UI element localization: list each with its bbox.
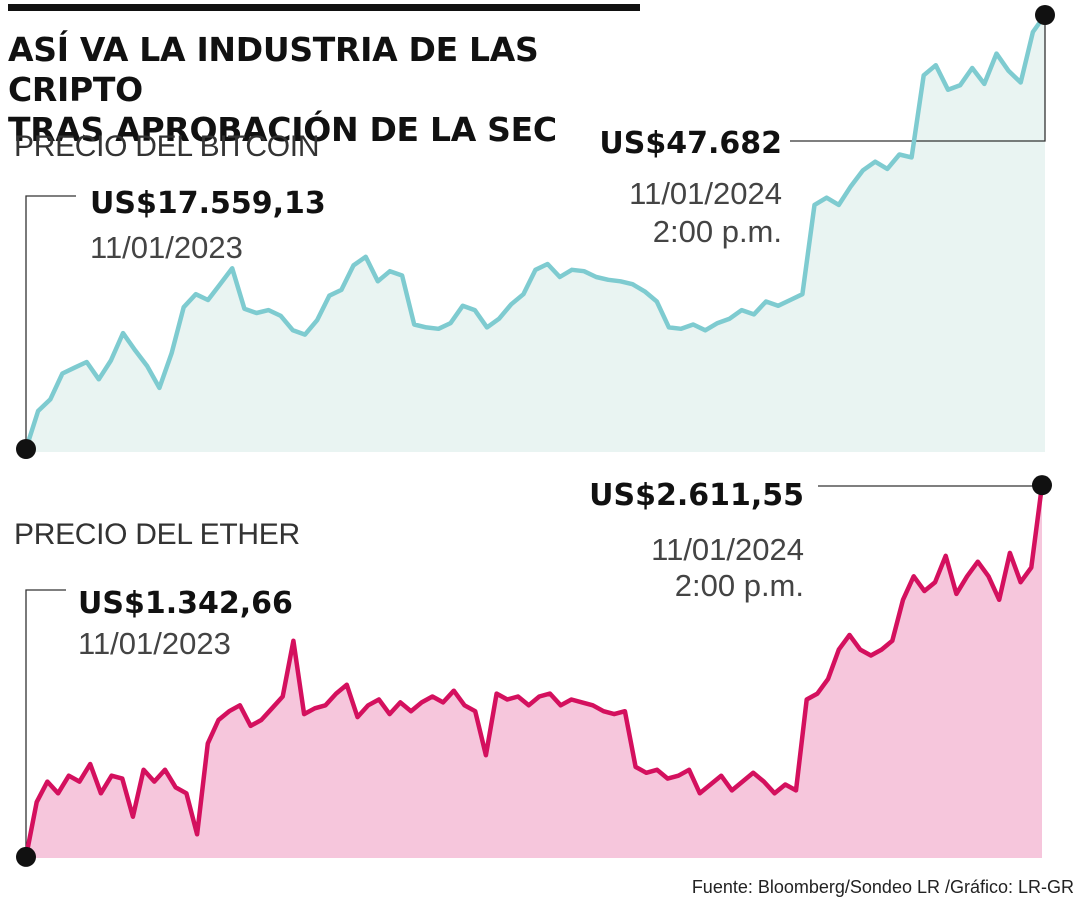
bitcoin-start-value: US$17.559,13: [90, 186, 326, 221]
ether-end-value: US$2.611,55: [589, 478, 804, 513]
bitcoin-end-point: [1035, 5, 1055, 25]
top-rule: [8, 4, 640, 11]
ether-start-value: US$1.342,66: [78, 586, 293, 621]
bitcoin-end-time: 2:00 p.m.: [652, 214, 782, 249]
ether-start-leader: [25, 589, 66, 849]
bitcoin-price-line: [23, 12, 1048, 452]
headline-line-1: ASÍ VA LA INDUSTRIA DE LAS CRIPTO: [8, 30, 539, 109]
headline-line-2: TRAS APROBACIÓN DE LA SEC: [8, 110, 557, 149]
ether-area-fill: [26, 485, 1042, 858]
bitcoin-chart: [16, 5, 1055, 460]
ether-chart-title: PRECIO DEL ETHER: [14, 518, 300, 551]
source-credit: Fuente: Bloomberg/Sondeo LR /Gráfico: LR…: [691, 877, 1074, 897]
headline: ASÍ VA LA INDUSTRIA DE LAS CRIPTO TRAS A…: [8, 30, 668, 150]
ether-start-point: [16, 846, 36, 867]
bitcoin-end-value: US$47.682: [599, 126, 782, 161]
bitcoin-area-fill: [26, 15, 1045, 452]
bitcoin-end-leader: [790, 23, 1046, 142]
ether-end-point: [1032, 475, 1052, 496]
bitcoin-end-date: 11/01/2024: [629, 176, 782, 211]
ether-end-date: 11/01/2024: [651, 532, 804, 567]
ether-end-time: 2:00 p.m.: [674, 568, 804, 603]
ether-end-leader: [818, 485, 1043, 494]
bitcoin-chart-title: PRECIO DEL BITCOIN: [14, 130, 320, 163]
ether-chart: [16, 475, 1052, 867]
ether-start-date: 11/01/2023: [78, 626, 231, 661]
bitcoin-start-point: [16, 439, 36, 460]
bitcoin-start-date: 11/01/2023: [90, 230, 243, 265]
bitcoin-start-leader: [25, 195, 76, 442]
ether-price-line: [23, 482, 1045, 860]
